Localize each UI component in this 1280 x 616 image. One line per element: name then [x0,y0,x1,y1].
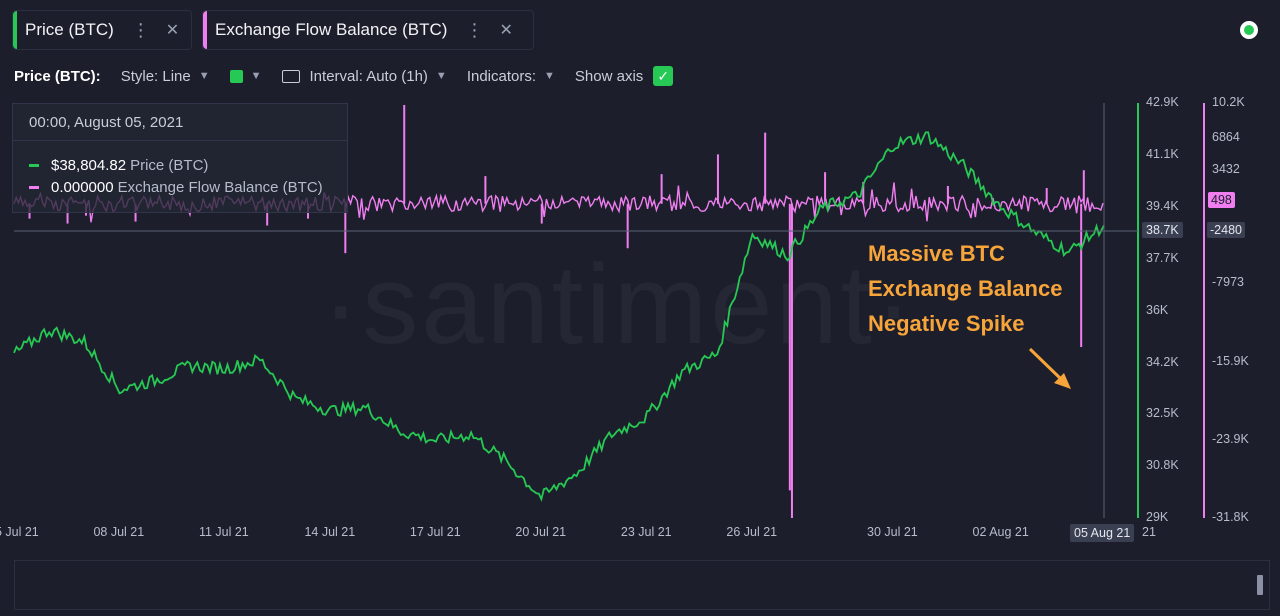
crosshair-flow-tag: -2480 [1207,222,1245,238]
color-picker[interactable]: ▼ [229,69,262,83]
chevron-down-icon: ▼ [435,70,447,82]
current-price-tag: 38.7K [1142,222,1183,238]
kebab-menu-icon[interactable]: ⋮ [465,19,484,40]
close-icon[interactable]: ✕ [165,22,180,39]
color-swatch [229,69,243,83]
interval-ruler-icon [281,69,300,83]
metric-toolbar: Price (BTC): Style: Line ▼ ▼ Interval: A… [14,64,693,88]
tooltip-flow-value: 0.000000 [51,179,114,196]
price-tick-label: 29K [1146,510,1169,524]
crosshair-date-label: 05 Aug 21 [1070,524,1135,542]
checkmark-icon[interactable]: ✓ [653,66,674,86]
tooltip-price-value: $38,804.82 [51,157,127,174]
tooltip-divider [13,140,347,141]
price-tick-label: 37.7K [1146,251,1179,265]
axis-lines [1137,103,1205,518]
price-tick-label: 41.1K [1146,147,1179,161]
chevron-down-icon: ▼ [544,70,555,82]
close-icon[interactable]: ✕ [499,22,513,39]
tab-price-btc[interactable]: Price (BTC) ⋮ ✕ [12,10,192,50]
interval-label: Interval: Auto (1h) [309,67,428,85]
tab-exchange-flow-balance[interactable]: Exchange Flow Balance (BTC) ⋮ ✕ [202,10,534,50]
kebab-menu-icon[interactable]: ⋮ [131,19,150,40]
x-tick-label: 05 Jul 21 [0,525,39,539]
flow-tick-label: -7973 [1212,275,1244,289]
tab-label: Price (BTC) [25,20,114,39]
tooltip-price-row: $38,804.82 Price (BTC) [29,157,208,174]
range-navigator[interactable] [14,560,1270,610]
show-axis-toggle[interactable]: Show axis ✓ [574,66,674,86]
flow-tick-label: -15.9K [1212,354,1249,368]
crosshair [14,103,1138,518]
style-label: Style: Line [120,67,191,85]
price-tick-label: 30.8K [1146,458,1179,472]
interval-dropdown[interactable]: Interval: Auto (1h) ▼ [281,67,447,85]
status-indicator-icon [1240,21,1258,39]
flow-tick-label: 10.2K [1212,95,1245,109]
x-tick-label: 20 Jul 21 [515,525,567,539]
santiment-watermark: ·santiment· [322,240,915,369]
tab-color-bar [203,11,207,49]
tab-color-bar [13,11,17,49]
style-dropdown[interactable]: Style: Line ▼ [121,68,210,85]
annotation-arrow-layer [1028,347,1071,389]
flow-tick-label: 6864 [1212,130,1240,144]
tooltip-date: 00:00, August 05, 2021 [29,114,184,131]
metric-label: Price (BTC): [14,67,101,85]
price-legend-dash [29,164,39,167]
tooltip-flow-row: 0.000000 Exchange Flow Balance (BTC) [29,179,323,196]
x-tick-label: 26 Jul 21 [726,525,778,539]
x-tick-label: 23 Jul 21 [620,525,672,539]
x-tick-label: 30 Jul 21 [867,525,918,539]
price-tick-label: 32.5K [1146,406,1179,420]
navigator-handle[interactable] [1257,575,1263,595]
show-axis-label: Show axis [574,67,644,85]
tooltip-price-name: Price (BTC) [130,157,209,174]
annotation-arrow-shaft [1028,347,1064,382]
price-tick-label: 39.4K [1146,199,1179,213]
price-tick-label: 34.2K [1146,355,1179,369]
x-tick-label: 11 Jul 21 [198,525,249,539]
price-tick-label: 42.9K [1146,95,1179,109]
price-line [13,131,1105,502]
indicators-label: Indicators: [466,67,537,85]
x-tick-label: 17 Jul 21 [409,525,461,539]
x-tick-label: 08 Jul 21 [93,525,145,539]
flow-legend-dash [29,186,39,189]
x-tick-label-tail: 21 [1142,525,1156,539]
x-tick-label: 02 Aug 21 [972,525,1029,539]
annotation-line: Negative Spike [868,311,1025,336]
tooltip-panel: 00:00, August 05, 2021 $38,804.82 Price … [12,103,348,213]
chevron-down-icon: ▼ [250,70,262,82]
annotation-line: Exchange Balance [868,276,1063,301]
x-tick-label: 14 Jul 21 [304,525,356,539]
current-flow-tag: 498 [1208,192,1235,208]
annotation-line: Massive BTC [868,241,1005,266]
tab-label: Exchange Flow Balance (BTC) [215,20,448,39]
price-series [13,131,1105,502]
flow-tick-label: -23.9K [1212,432,1249,446]
price-tick-label: 36K [1146,303,1169,317]
flow-tick-label: -31.8K [1212,510,1249,524]
indicators-dropdown[interactable]: Indicators: ▼ [467,68,555,85]
annotation-text: Massive BTC Exchange Balance Negative Sp… [868,236,1062,341]
flow-tick-label: 3432 [1212,162,1240,176]
tooltip-flow-name: Exchange Flow Balance (BTC) [117,179,323,196]
annotation-arrow-head [1054,373,1071,389]
chevron-down-icon: ▼ [198,70,210,82]
